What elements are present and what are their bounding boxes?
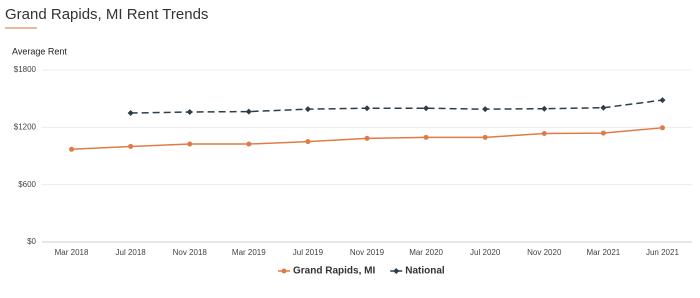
point-marker	[246, 141, 252, 147]
x-tick-label: Mar 2018	[55, 248, 89, 257]
x-tick-label: Jul 2018	[116, 248, 147, 257]
point-marker	[482, 106, 489, 113]
y-tick-label: $600	[18, 180, 36, 189]
y-tick-label: $1800	[14, 65, 37, 74]
x-tick-label: Mar 2021	[586, 248, 620, 257]
point-marker	[187, 141, 193, 147]
point-marker	[127, 110, 134, 116]
legend-swatch-marker	[281, 268, 287, 274]
point-marker	[304, 106, 311, 113]
x-tick-label: Nov 2019	[350, 248, 385, 257]
point-marker	[69, 146, 75, 152]
legend-label: National	[405, 266, 445, 277]
point-marker	[245, 108, 252, 115]
point-marker	[186, 109, 193, 116]
y-tick-label: $1200	[14, 122, 37, 131]
point-marker	[305, 139, 311, 145]
y-tick-label: $0	[27, 237, 36, 246]
y-axis-label: Average Rent	[12, 46, 67, 56]
legend-swatch-marker	[393, 268, 400, 274]
point-marker	[541, 105, 548, 112]
point-marker	[659, 125, 665, 131]
legend-label: Grand Rapids, MI	[293, 266, 375, 277]
point-marker	[600, 104, 607, 111]
point-marker	[364, 105, 370, 112]
point-marker	[600, 130, 606, 136]
series-line	[130, 99, 663, 114]
x-tick-label: Nov 2018	[173, 248, 208, 257]
point-marker	[423, 134, 429, 140]
point-marker	[423, 105, 430, 112]
point-marker	[482, 134, 488, 140]
point-marker	[364, 135, 370, 141]
point-marker	[541, 131, 547, 137]
x-tick-label: Mar 2019	[232, 248, 266, 257]
x-tick-label: Mar 2020	[409, 248, 443, 257]
x-tick-label: Nov 2020	[527, 248, 562, 257]
x-tick-label: Jun 2021	[646, 248, 679, 257]
x-tick-label: Jul 2019	[293, 248, 324, 257]
x-tick-label: Jul 2020	[470, 248, 501, 257]
chart-title: Grand Rapids, MI Rent Trends	[5, 6, 208, 23]
point-marker	[659, 97, 666, 104]
point-marker	[128, 143, 134, 149]
